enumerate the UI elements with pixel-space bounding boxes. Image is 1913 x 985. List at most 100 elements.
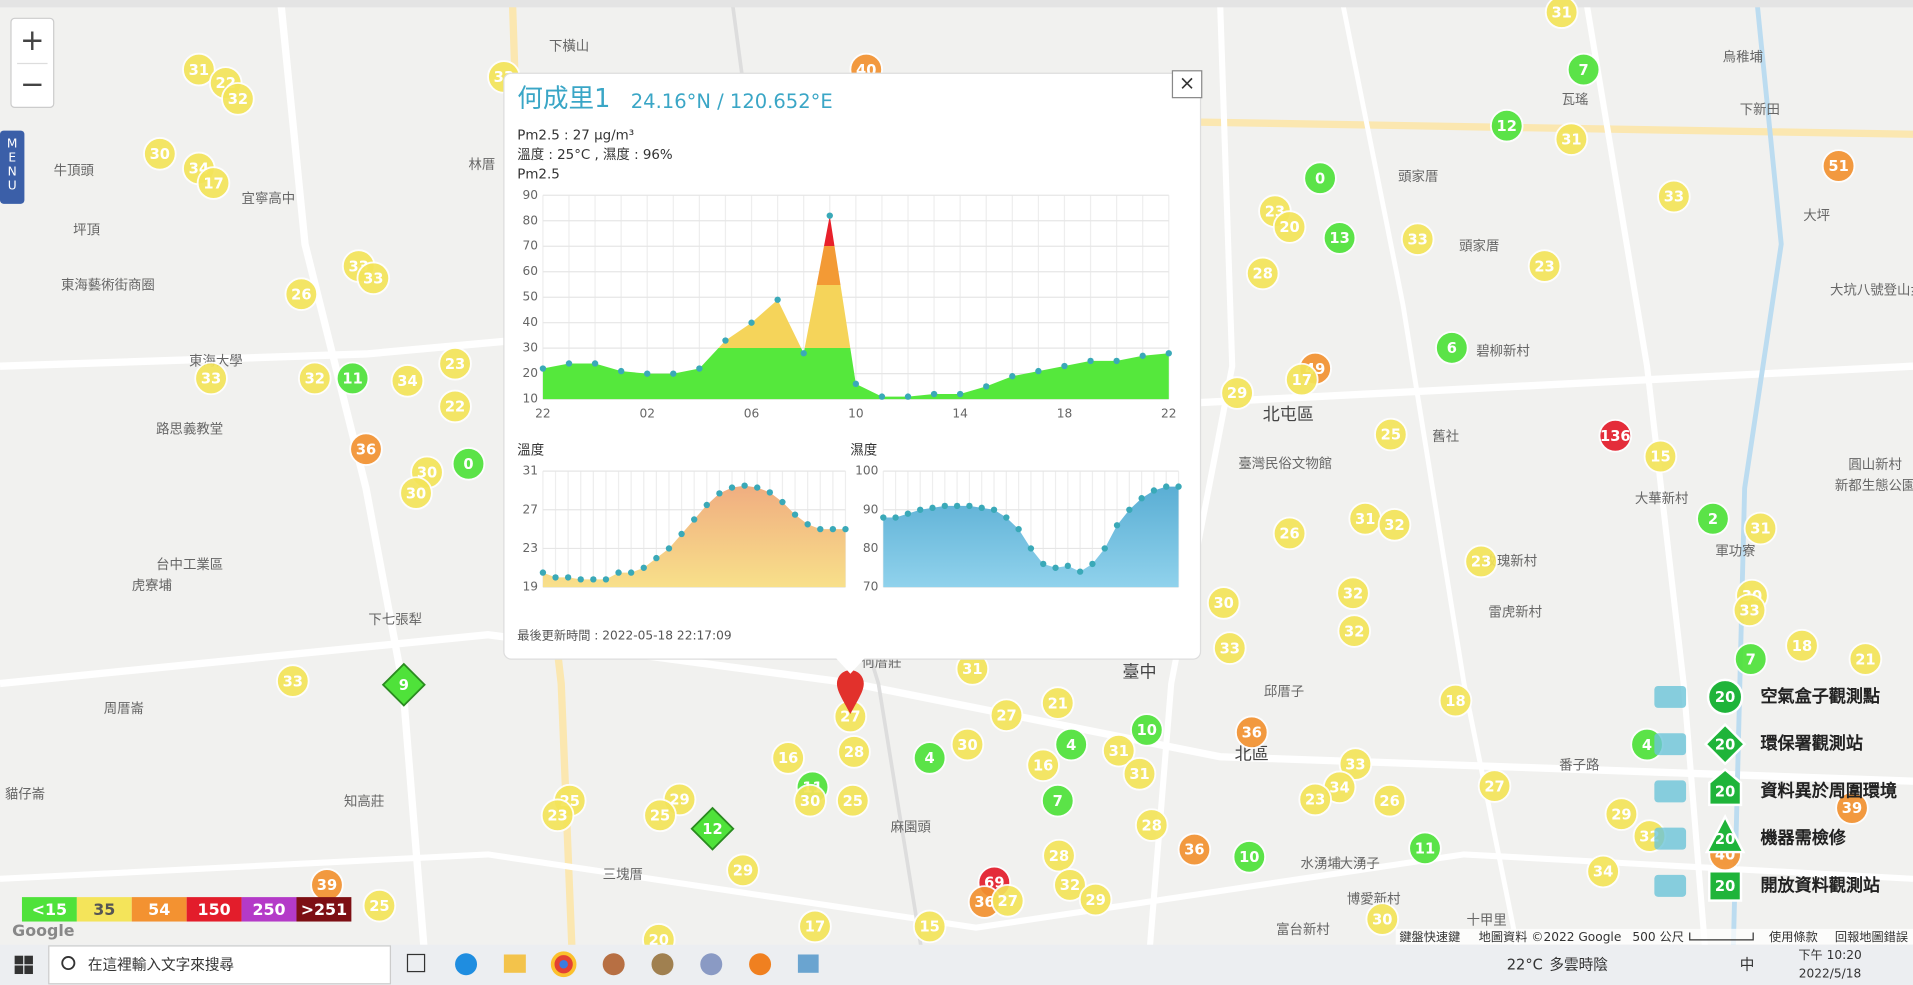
aqi-marker[interactable]: [335, 361, 370, 396]
aqi-marker[interactable]: [438, 389, 472, 424]
aqi-marker[interactable]: [1337, 614, 1372, 648]
aqi-marker[interactable]: [1438, 683, 1473, 718]
app-icon[interactable]: [602, 953, 625, 976]
aqi-marker[interactable]: [1743, 511, 1778, 546]
aqi-marker[interactable]: [1040, 686, 1075, 720]
aqi-marker[interactable]: [1372, 783, 1407, 818]
close-button[interactable]: [1171, 70, 1203, 99]
aqi-marker[interactable]: [1122, 757, 1157, 791]
search-box[interactable]: [48, 945, 392, 985]
aqi-marker[interactable]: [276, 664, 310, 698]
aqi-marker[interactable]: [1130, 713, 1164, 747]
station-marker[interactable]: [690, 806, 735, 851]
aqi-marker[interactable]: [362, 888, 397, 923]
aqi-marker[interactable]: [1821, 149, 1856, 183]
app-icon[interactable]: [749, 953, 772, 976]
aqi-marker[interactable]: [349, 432, 383, 466]
aqi-marker[interactable]: [1785, 628, 1819, 663]
attribution[interactable]: 使用條款: [1769, 929, 1818, 944]
aqi-marker[interactable]: [1464, 544, 1498, 579]
aqi-marker[interactable]: [1213, 631, 1247, 665]
aqi-marker[interactable]: [1365, 902, 1400, 936]
zoom-in[interactable]: +: [20, 23, 45, 57]
aqi-marker[interactable]: [194, 361, 228, 396]
aqi-marker[interactable]: [950, 727, 985, 762]
aqi-marker[interactable]: [1489, 108, 1524, 143]
app-icon[interactable]: [651, 953, 674, 976]
aqi-marker[interactable]: [1053, 868, 1087, 902]
aqi-marker[interactable]: [1245, 256, 1280, 291]
aqi-marker[interactable]: [356, 261, 391, 296]
aqi-marker[interactable]: [221, 82, 255, 116]
aqi-marker[interactable]: [196, 166, 231, 200]
aqi-marker[interactable]: [1206, 586, 1241, 620]
aqi-marker[interactable]: [1377, 508, 1412, 542]
aqi-marker[interactable]: [912, 909, 947, 944]
aqi-marker[interactable]: [1435, 331, 1469, 365]
aqi-marker[interactable]: [1272, 516, 1307, 551]
aqi-marker[interactable]: [1234, 715, 1269, 750]
aqi-marker[interactable]: [1527, 249, 1562, 283]
aqi-marker[interactable]: [1042, 838, 1076, 873]
aqi-marker[interactable]: [912, 741, 947, 775]
aqi-marker[interactable]: [726, 853, 760, 888]
aqi-marker[interactable]: [1322, 221, 1357, 255]
explorer-icon[interactable]: [503, 954, 526, 973]
aqi-marker[interactable]: [1177, 832, 1212, 867]
aqi-marker[interactable]: [837, 735, 871, 769]
aqi-marker[interactable]: [540, 798, 575, 833]
aqi-marker[interactable]: [1040, 783, 1075, 818]
start-icon[interactable]: [14, 955, 24, 965]
station-marker[interactable]: [381, 662, 426, 707]
attribution[interactable]: 500 公尺: [1632, 930, 1684, 944]
aqi-marker[interactable]: [143, 137, 177, 171]
aqi-marker[interactable]: [1338, 747, 1373, 781]
aqi-marker[interactable]: [1835, 791, 1869, 825]
aqi-marker[interactable]: [284, 277, 319, 311]
aqi-marker[interactable]: [1374, 417, 1408, 452]
aqi-marker[interactable]: [1284, 362, 1319, 397]
aqi-marker[interactable]: [451, 447, 486, 481]
aqi-marker[interactable]: [1554, 122, 1589, 156]
attribution[interactable]: 地圖資料 ©2022 Google: [1479, 930, 1622, 944]
aqi-marker[interactable]: [1566, 52, 1601, 87]
aqi-marker[interactable]: [297, 361, 332, 396]
aqi-marker[interactable]: [1732, 593, 1767, 628]
aqi-marker[interactable]: [1586, 854, 1620, 889]
aqi-marker[interactable]: [1657, 179, 1691, 214]
attribution[interactable]: 回報地圖錯誤: [1835, 929, 1908, 944]
aqi-marker[interactable]: [1544, 0, 1579, 29]
aqi-marker[interactable]: [1733, 642, 1768, 676]
aqi-marker[interactable]: [990, 883, 1025, 918]
app-icon[interactable]: [700, 953, 723, 976]
ime[interactable]: 中: [1740, 956, 1755, 973]
app-icon[interactable]: [797, 954, 819, 973]
attribution[interactable]: 鍵盤快速鍵: [1399, 929, 1460, 944]
aqi-marker[interactable]: [182, 52, 216, 87]
aqi-marker[interactable]: [989, 698, 1024, 733]
aqi-marker[interactable]: [1598, 418, 1633, 453]
menu-button[interactable]: [0, 130, 25, 204]
aqi-marker[interactable]: [1298, 782, 1332, 817]
aqi-marker[interactable]: [771, 741, 805, 775]
aqi-marker[interactable]: [399, 476, 433, 510]
aqi-marker[interactable]: [1336, 576, 1370, 610]
aqi-marker[interactable]: [836, 783, 870, 818]
edge-icon[interactable]: [455, 953, 478, 976]
aqi-marker[interactable]: [1848, 642, 1883, 676]
aqi-marker[interactable]: [1477, 769, 1512, 803]
aqi-marker[interactable]: [1272, 210, 1307, 244]
aqi-marker[interactable]: [1134, 808, 1169, 842]
zoom-out[interactable]: −: [20, 67, 45, 101]
aqi-marker[interactable]: [438, 346, 472, 381]
aqi-marker[interactable]: [1232, 840, 1267, 874]
task-view[interactable]: [406, 953, 426, 973]
aqi-marker[interactable]: [1054, 727, 1088, 762]
aqi-marker[interactable]: [1026, 748, 1060, 783]
aqi-marker[interactable]: [1078, 882, 1113, 917]
aqi-marker[interactable]: [1101, 733, 1136, 768]
aqi-marker[interactable]: [1604, 797, 1639, 831]
aqi-marker[interactable]: [1303, 161, 1337, 195]
aqi-marker[interactable]: [1696, 501, 1730, 536]
aqi-marker[interactable]: [1220, 376, 1254, 410]
